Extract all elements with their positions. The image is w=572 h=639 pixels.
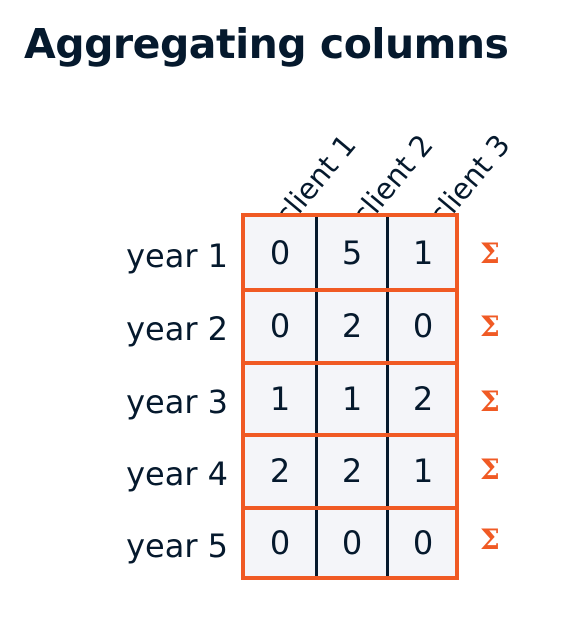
row-label-year-3: year 3 — [126, 383, 228, 421]
row-divider — [245, 506, 455, 510]
grid-cell: 0 — [412, 524, 434, 562]
sum-icon: Σ — [480, 453, 500, 486]
column-divider — [386, 217, 389, 576]
row-label-year-5: year 5 — [126, 527, 228, 565]
column-divider — [315, 217, 318, 576]
grid-cell: 2 — [269, 452, 291, 490]
grid-cell: 2 — [341, 452, 363, 490]
grid-cell: 2 — [341, 307, 363, 345]
grid-cell: 0 — [269, 234, 291, 272]
row-label-year-2: year 2 — [126, 310, 228, 348]
grid-cell: 0 — [269, 524, 291, 562]
diagram-title: Aggregating columns — [24, 20, 509, 68]
grid-cell: 1 — [412, 234, 434, 272]
grid-cell: 5 — [341, 234, 363, 272]
row-divider — [245, 288, 455, 292]
sum-icon: Σ — [480, 310, 500, 343]
sum-icon: Σ — [480, 523, 500, 556]
sum-icon: Σ — [480, 237, 500, 270]
grid-cell: 1 — [412, 452, 434, 490]
data-grid: 0 5 1 0 2 0 1 1 2 2 2 1 0 0 0 — [241, 213, 459, 580]
row-label-year-1: year 1 — [126, 237, 228, 275]
row-divider — [245, 433, 455, 437]
row-divider — [245, 361, 455, 365]
row-label-year-4: year 4 — [126, 455, 228, 493]
grid-cell: 0 — [269, 307, 291, 345]
grid-cell: 0 — [412, 307, 434, 345]
grid-cell: 0 — [341, 524, 363, 562]
sum-icon: Σ — [480, 385, 500, 418]
grid-cell: 2 — [412, 380, 434, 418]
grid-cell: 1 — [269, 380, 291, 418]
grid-cell: 1 — [341, 380, 363, 418]
